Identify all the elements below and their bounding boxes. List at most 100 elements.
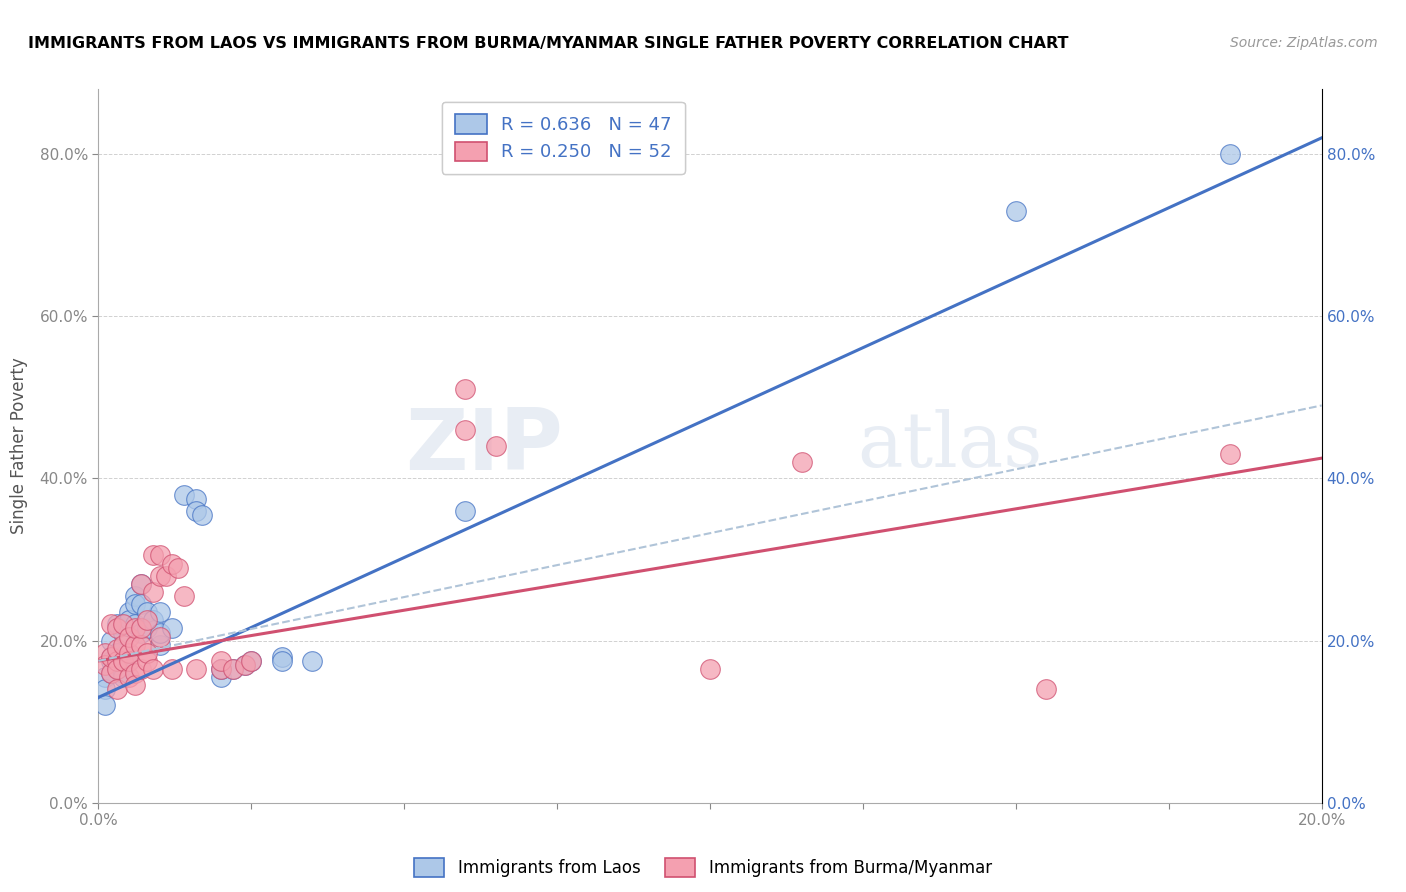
Point: [142, 549, 165, 563]
Point: [454, 504, 477, 518]
Point: [100, 654, 122, 668]
Text: IMMIGRANTS FROM LAOS VS IMMIGRANTS FROM BURMA/MYANMAR SINGLE FATHER POVERTY CORR: IMMIGRANTS FROM LAOS VS IMMIGRANTS FROM …: [28, 36, 1069, 51]
Point: [142, 585, 165, 599]
Point: [485, 439, 508, 453]
Point: [186, 491, 208, 506]
Point: [209, 662, 232, 676]
Point: [160, 662, 183, 676]
Point: [186, 504, 208, 518]
Text: atlas: atlas: [856, 409, 1042, 483]
Point: [100, 649, 122, 664]
Point: [105, 646, 128, 660]
Point: [454, 423, 477, 437]
Point: [111, 617, 134, 632]
Point: [100, 666, 122, 681]
Point: [100, 649, 122, 664]
Point: [105, 654, 128, 668]
Point: [105, 662, 128, 676]
Point: [1219, 147, 1241, 161]
Point: [118, 613, 141, 627]
Point: [111, 617, 134, 632]
Point: [301, 654, 323, 668]
Point: [118, 646, 141, 660]
Point: [105, 662, 128, 676]
Point: [124, 617, 146, 632]
Point: [124, 589, 146, 603]
Point: [454, 382, 477, 396]
Point: [240, 654, 263, 668]
Point: [173, 589, 195, 603]
Point: [160, 557, 183, 571]
Point: [129, 662, 152, 676]
Point: [100, 666, 122, 681]
Point: [129, 625, 152, 640]
Point: [142, 613, 165, 627]
Point: [118, 605, 141, 619]
Point: [149, 568, 172, 582]
Point: [93, 698, 115, 713]
Text: ZIP: ZIP: [405, 404, 564, 488]
Point: [111, 670, 134, 684]
Point: [118, 654, 141, 668]
Point: [129, 638, 152, 652]
Point: [111, 638, 134, 652]
Point: [149, 638, 172, 652]
Point: [93, 682, 115, 697]
Point: [160, 622, 183, 636]
Point: [155, 568, 177, 582]
Point: [129, 577, 152, 591]
Point: [124, 622, 146, 636]
Point: [105, 641, 128, 656]
Point: [100, 617, 122, 632]
Point: [222, 662, 245, 676]
Point: [1219, 447, 1241, 461]
Point: [136, 646, 159, 660]
Point: [186, 662, 208, 676]
Point: [270, 649, 292, 664]
Point: [209, 654, 232, 668]
Point: [149, 625, 172, 640]
Text: Source: ZipAtlas.com: Source: ZipAtlas.com: [1230, 36, 1378, 50]
Point: [111, 625, 134, 640]
Point: [136, 622, 159, 636]
Point: [111, 654, 134, 668]
Y-axis label: Single Father Poverty: Single Father Poverty: [10, 358, 28, 534]
Legend: Immigrants from Laos, Immigrants from Burma/Myanmar: Immigrants from Laos, Immigrants from Bu…: [408, 852, 998, 884]
Point: [270, 654, 292, 668]
Point: [149, 549, 172, 563]
Point: [93, 657, 115, 672]
Point: [149, 605, 172, 619]
Point: [105, 682, 128, 697]
Point: [129, 622, 152, 636]
Point: [111, 666, 134, 681]
Point: [790, 455, 813, 469]
Point: [129, 597, 152, 611]
Point: [233, 657, 256, 672]
Point: [136, 605, 159, 619]
Point: [167, 560, 190, 574]
Point: [118, 654, 141, 668]
Point: [136, 613, 159, 627]
Point: [93, 670, 115, 684]
Point: [105, 622, 128, 636]
Point: [149, 630, 172, 644]
Point: [240, 654, 263, 668]
Point: [136, 654, 159, 668]
Point: [191, 508, 214, 522]
Point: [118, 646, 141, 660]
Point: [124, 597, 146, 611]
Point: [93, 646, 115, 660]
Point: [233, 657, 256, 672]
Point: [173, 488, 195, 502]
Point: [124, 666, 146, 681]
Point: [105, 617, 128, 632]
Point: [129, 577, 152, 591]
Point: [118, 630, 141, 644]
Point: [124, 678, 146, 692]
Point: [100, 633, 122, 648]
Point: [699, 662, 721, 676]
Point: [105, 657, 128, 672]
Point: [124, 638, 146, 652]
Point: [118, 670, 141, 684]
Point: [1035, 682, 1057, 697]
